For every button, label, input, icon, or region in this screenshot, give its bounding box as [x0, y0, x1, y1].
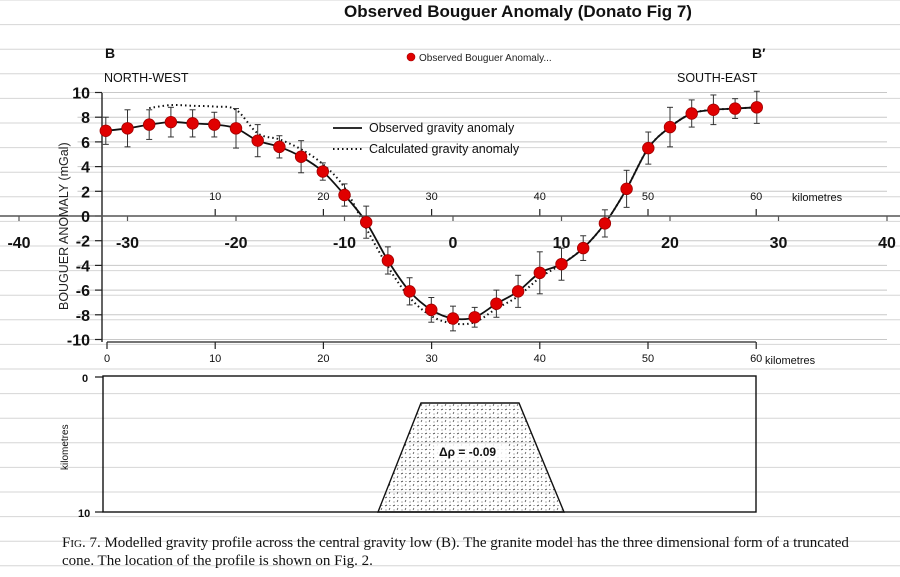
data-point	[511, 285, 525, 298]
lower-km-unit: kilometres	[765, 355, 816, 367]
data-point	[360, 215, 373, 229]
data-point	[338, 188, 351, 202]
data-point	[577, 241, 590, 255]
x-tick-label: 20	[661, 235, 679, 252]
data-point	[555, 257, 568, 271]
lower-km-tick-label: 40	[534, 353, 546, 365]
data-point	[707, 103, 720, 116]
data-point	[251, 134, 264, 147]
upper-km-tick-label: 10	[209, 191, 221, 203]
chart-title: Observed Bouguer Anomaly (Donato Fig 7)	[344, 2, 692, 21]
scanned-figure: 10 20 30 40 50 60 kilometres 0 10 20 30 40 50 60 ki…	[60, 45, 843, 520]
x-tick-label: 30	[770, 235, 788, 252]
y-tick-label: -10	[67, 333, 90, 350]
upper-km-tick-label: 50	[642, 191, 654, 203]
direction-left: NORTH-WEST	[104, 71, 189, 85]
y-tick-label: 4	[81, 160, 90, 177]
data-point	[598, 217, 612, 230]
data-point	[490, 297, 503, 310]
data-point	[685, 107, 698, 120]
data-point	[294, 150, 308, 163]
y-tick-labels: -10 -8 -6 -4 -2 0 2 4 6 8 10	[67, 86, 90, 350]
lower-km-tick-label: 10	[209, 353, 221, 365]
x-tick-label: 0	[449, 235, 458, 252]
data-points	[99, 101, 764, 325]
x-tick-label: -20	[224, 235, 247, 252]
y-tick-label: -4	[76, 258, 90, 275]
lower-km-tick-label: 20	[317, 353, 329, 365]
x-tick-label: -40	[7, 235, 30, 252]
data-point	[620, 182, 633, 196]
x-tick-label: -10	[333, 235, 356, 252]
legend-marker	[406, 52, 416, 62]
caption-fig-label: Fig. 7.	[62, 535, 101, 551]
x-tick-label: 10	[553, 235, 571, 252]
lower-km-tick-label: 50	[642, 353, 654, 365]
figure-caption: Fig. 7. Modelled gravity profile across …	[62, 534, 882, 570]
data-point	[142, 118, 156, 131]
bouguer-chart: -40 -30 -20 -10 0 10 20 30 40 -10-8-6-4-20246810…	[0, 2, 900, 350]
lower-km-ticks: 0 10 20 30 40 50 60	[104, 342, 762, 365]
y-tick-label: 8	[81, 110, 90, 127]
data-point	[642, 141, 655, 155]
lower-km-tick-label: 30	[425, 353, 437, 365]
y-tick-label: 10	[72, 86, 90, 103]
data-point	[425, 303, 438, 317]
lower-km-tick-label: 60	[750, 353, 762, 365]
data-point	[316, 165, 330, 178]
upper-km-tick-label: 60	[750, 191, 762, 203]
x-tick-labels: -40 -30 -20 -10 0 10 20 30 40	[7, 216, 896, 252]
data-point	[273, 140, 286, 154]
upper-km-tick-label: 30	[425, 191, 437, 203]
data-point	[533, 266, 547, 280]
data-point	[164, 115, 178, 129]
data-point	[381, 254, 395, 267]
x-tick-label: 40	[878, 235, 896, 252]
lower-km-tick-label: 0	[104, 353, 110, 365]
data-point	[468, 311, 481, 324]
y-tick-label: -6	[76, 283, 90, 300]
y-tick-label: 6	[81, 135, 90, 152]
depth-axis-label: kilometres	[60, 424, 71, 470]
y-tick-label: 0	[81, 209, 90, 226]
upper-km-unit: kilometres	[792, 192, 843, 204]
data-point	[208, 118, 221, 131]
data-point	[403, 285, 416, 298]
data-point	[663, 120, 677, 134]
legend-label: Observed Bouguer Anomaly...	[419, 53, 552, 64]
legend-calculated-label: Calculated gravity anomaly	[369, 142, 520, 156]
data-point	[229, 122, 243, 135]
density-label-bg	[434, 444, 508, 460]
caption-text: Modelled gravity profile across the cent…	[62, 535, 849, 569]
data-point	[446, 312, 460, 325]
depth-tick-0: 0	[82, 373, 88, 385]
data-point	[121, 122, 134, 135]
upper-km-ticks: 10 20 30 40 50 60	[209, 191, 762, 216]
data-point	[750, 101, 764, 114]
x-tick-label: -30	[116, 235, 139, 252]
profile-start-label: B	[105, 45, 115, 61]
y-tick-label: -2	[76, 234, 90, 251]
data-point	[728, 102, 742, 115]
density-contrast-label: Δρ = -0.09	[439, 445, 496, 459]
y-axis-label: BOUGUER ANOMALY (mGal)	[57, 142, 71, 310]
data-point	[99, 124, 113, 137]
calculated-gravity-curve	[149, 104, 757, 326]
depth-tick-10: 10	[78, 508, 90, 520]
y-tick-label: 2	[81, 184, 90, 201]
y-tick-label: -8	[76, 308, 90, 325]
upper-km-tick-label: 20	[317, 191, 329, 203]
legend-observed-label: Observed gravity anomaly	[369, 121, 515, 135]
profile-end-label: B′	[752, 45, 766, 61]
direction-right: SOUTH-EAST	[677, 71, 758, 85]
data-point	[186, 117, 199, 130]
upper-km-tick-label: 40	[534, 191, 546, 203]
